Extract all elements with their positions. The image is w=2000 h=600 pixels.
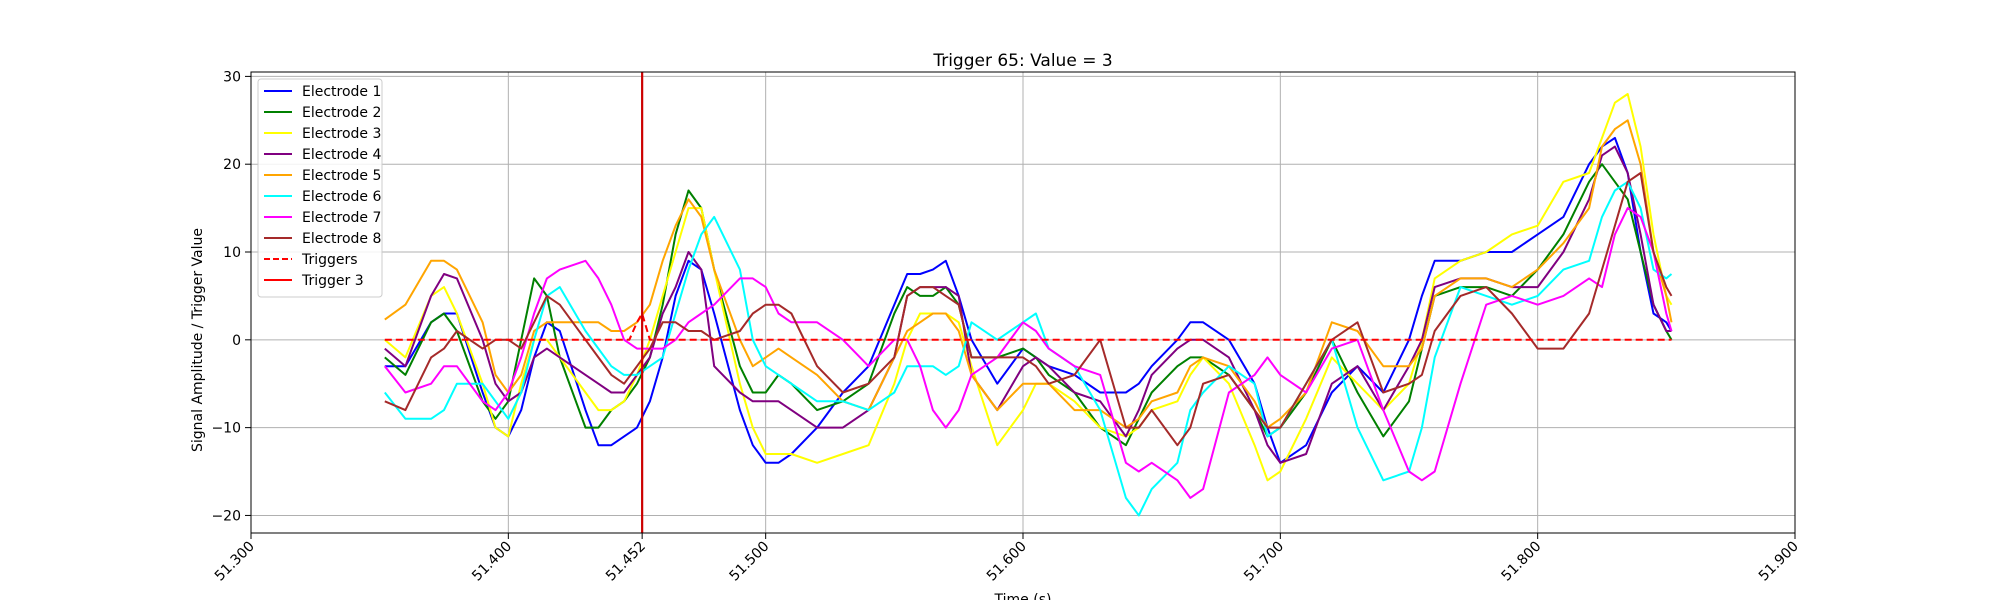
x-tick-label: 51.452 [603,539,649,585]
series-line-electrode-5 [384,119,1673,429]
legend: Electrode 1 Electrode 2 Electrode 3 Electro… [257,78,383,298]
series-line-electrode-2 [384,163,1673,447]
y-tick-label: 10 [223,245,241,261]
x-tick-label: 51.300 [212,539,258,585]
legend-label: Electrode 1 [302,84,381,100]
x-tick-label: 51.400 [469,539,515,585]
legend-label: Electrode 5 [302,168,381,184]
axes [245,71,1796,539]
y-tick-label: 0 [232,333,241,349]
chart-title: Trigger 65: Value = 3 [932,51,1112,71]
x-tick-label: 51.600 [984,539,1030,585]
legend-label: Electrode 7 [302,210,381,226]
legend-label: Electrode 6 [302,189,381,205]
legend-label: Electrode 3 [302,126,381,142]
series-line-triggers [384,312,1672,341]
legend-label: Electrode 2 [302,105,381,121]
x-tick-label: 51.700 [1241,539,1287,585]
x-tick-label: 51.800 [1499,539,1545,585]
y-tick-label: −10 [211,421,241,437]
series-line-electrode-4 [384,145,1672,464]
series-lines [384,93,1673,517]
plot-frame [250,71,1796,534]
y-axis-label: Signal Amplitude / Trigger Value [190,228,206,452]
x-axis-label: Time (s) [994,592,1052,600]
y-tick-label: 30 [223,69,241,85]
legend-label: Electrode 4 [302,147,381,163]
legend-label: Triggers [301,252,358,268]
x-tick-label: 51.900 [1756,539,1802,585]
series-line-electrode-1 [384,136,1673,464]
legend-label: Trigger 3 [301,273,364,289]
legend-label: Electrode 8 [302,231,381,247]
x-tick-label: 51.500 [727,539,773,585]
series-line-electrode-8 [384,172,1673,447]
series-line-electrode-7 [384,207,1673,499]
tick-labels: 51.300 51.400 51.452 51.500 51.600 51.700 51.8… [211,69,1801,584]
grid [250,72,1796,533]
y-tick-label: −20 [211,508,241,524]
y-tick-label: 20 [223,157,241,173]
series-line-electrode-6 [384,180,1673,517]
